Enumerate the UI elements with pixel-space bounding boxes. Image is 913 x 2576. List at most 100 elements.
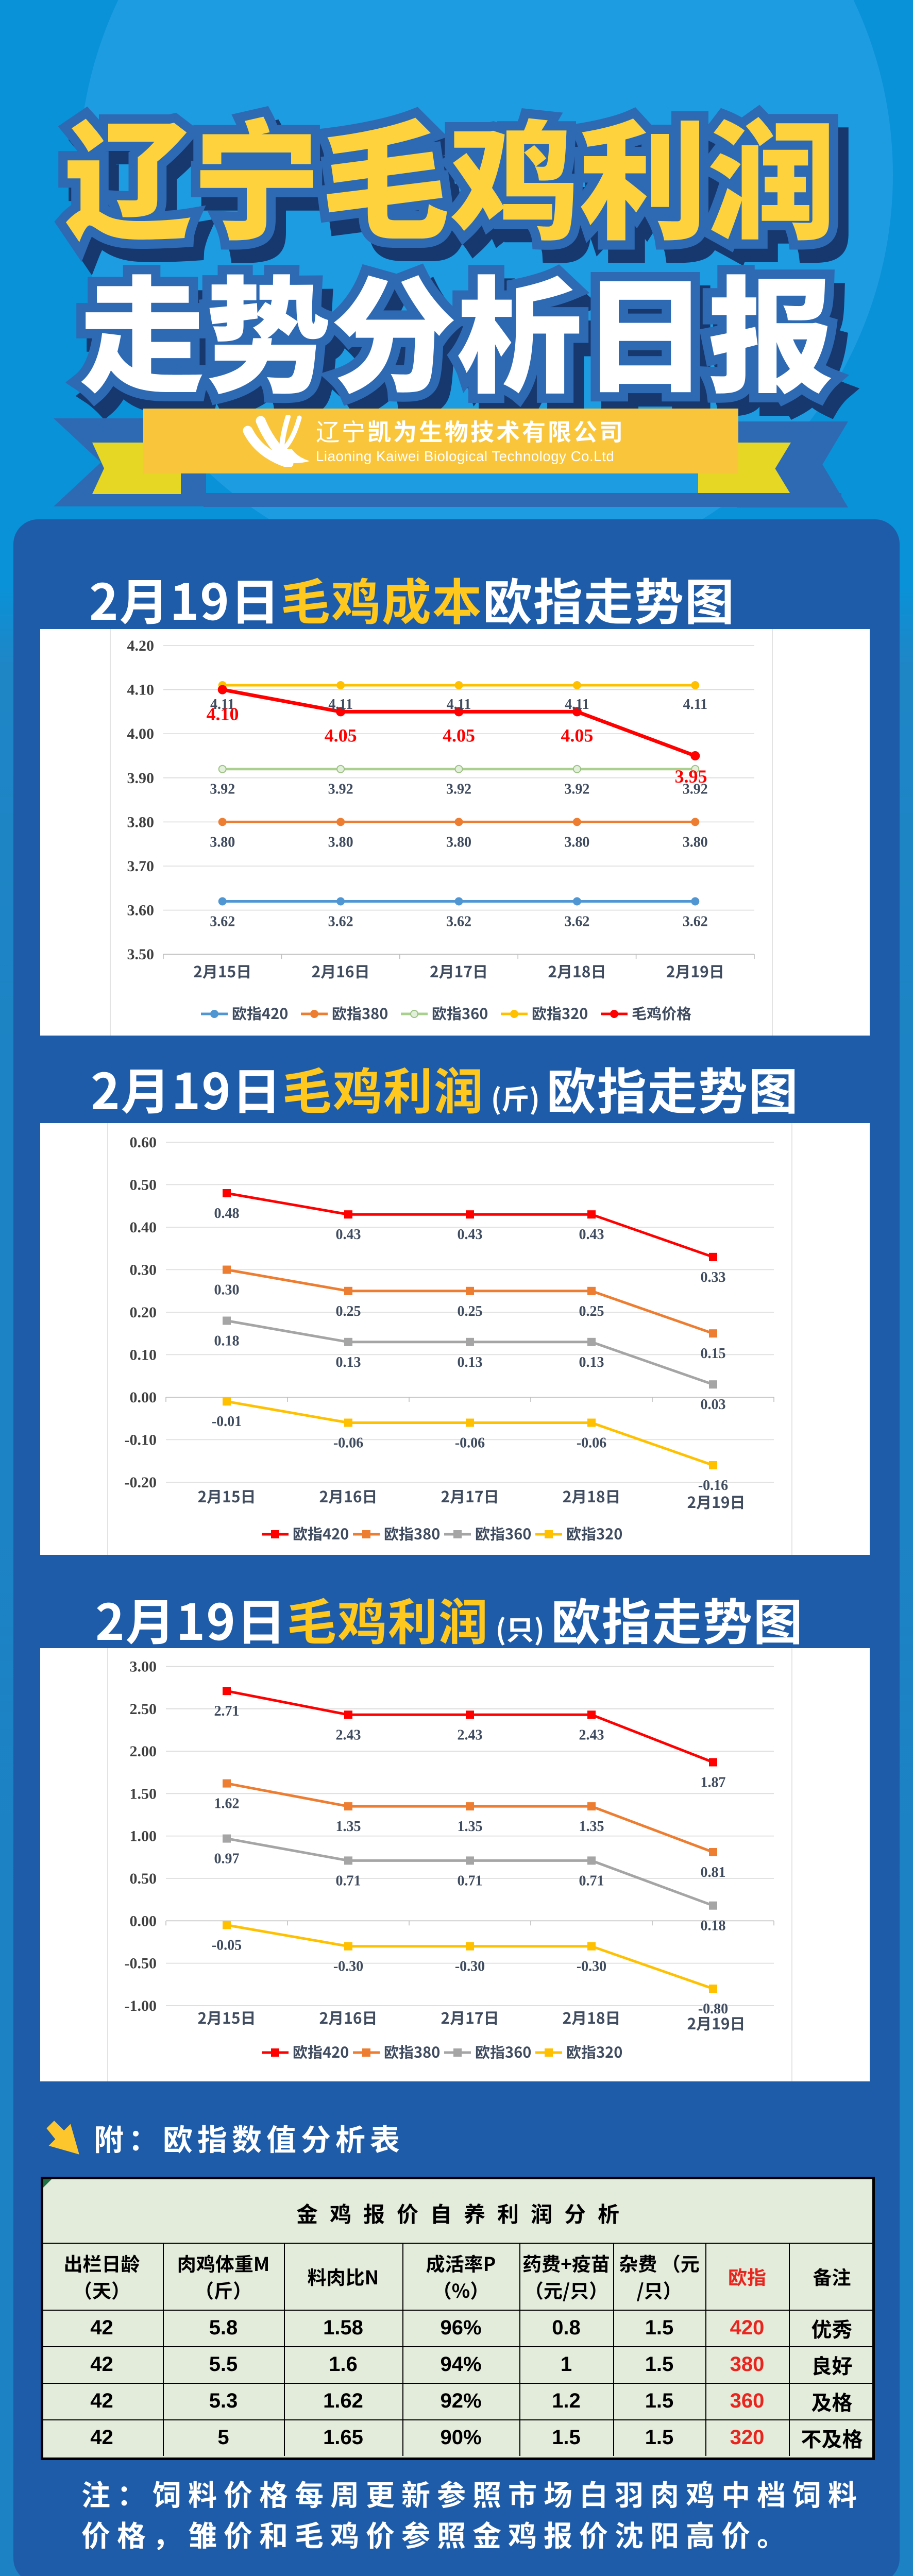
svg-text:4.11: 4.11 — [447, 697, 471, 713]
svg-text:3.80: 3.80 — [127, 814, 155, 831]
svg-text:欧指360: 欧指360 — [432, 1002, 488, 1024]
svg-text:0.50: 0.50 — [130, 1177, 157, 1194]
svg-text:2月15日: 2月15日 — [197, 2006, 256, 2028]
svg-text:4.05: 4.05 — [325, 725, 357, 745]
svg-text:欧指380: 欧指380 — [332, 1002, 388, 1024]
svg-text:0.43: 0.43 — [458, 1227, 483, 1243]
svg-text:3.60: 3.60 — [127, 902, 155, 919]
svg-text:1.35: 1.35 — [458, 1819, 483, 1835]
svg-text:2.00: 2.00 — [130, 1743, 157, 1760]
svg-text:欧指360: 欧指360 — [475, 2041, 531, 2062]
svg-text:3.62: 3.62 — [446, 914, 471, 930]
svg-text:2.71: 2.71 — [214, 1703, 240, 1719]
svg-text:1.62: 1.62 — [214, 1796, 240, 1812]
svg-text:0.18: 0.18 — [214, 1333, 240, 1349]
svg-text:2.50: 2.50 — [130, 1701, 157, 1718]
svg-text:3.62: 3.62 — [328, 914, 353, 930]
svg-text:2月19日: 2月19日 — [666, 959, 724, 982]
svg-text:2月18日: 2月18日 — [562, 2006, 620, 2028]
svg-text:0.71: 0.71 — [336, 1873, 361, 1889]
svg-text:3.92: 3.92 — [210, 782, 235, 798]
svg-text:2月19日: 2月19日 — [687, 2011, 745, 2034]
svg-text:-0.01: -0.01 — [212, 1414, 242, 1430]
svg-text:3.92: 3.92 — [446, 782, 471, 798]
svg-text:2月17日: 2月17日 — [441, 2006, 499, 2028]
svg-text:0.10: 0.10 — [130, 1347, 157, 1364]
svg-text:0.50: 0.50 — [130, 1870, 157, 1887]
svg-text:2月16日: 2月16日 — [312, 959, 370, 982]
svg-text:3.80: 3.80 — [446, 834, 471, 850]
svg-text:欧指380: 欧指380 — [384, 1522, 440, 1544]
svg-text:3.90: 3.90 — [127, 770, 155, 787]
svg-text:1.35: 1.35 — [579, 1819, 604, 1835]
svg-text:3.62: 3.62 — [210, 914, 235, 930]
svg-text:-0.10: -0.10 — [125, 1432, 157, 1449]
svg-text:1.00: 1.00 — [130, 1828, 157, 1845]
svg-text:0.25: 0.25 — [336, 1303, 361, 1319]
svg-text:3.95: 3.95 — [675, 766, 707, 787]
svg-text:0.71: 0.71 — [579, 1873, 604, 1889]
svg-text:-0.16: -0.16 — [698, 1478, 728, 1494]
svg-text:-0.80: -0.80 — [698, 2001, 728, 2017]
svg-text:0.00: 0.00 — [130, 1912, 157, 1929]
svg-text:2月17日: 2月17日 — [430, 959, 488, 982]
svg-text:0.30: 0.30 — [214, 1282, 240, 1298]
svg-text:1.35: 1.35 — [336, 1819, 361, 1835]
svg-text:-0.06: -0.06 — [333, 1435, 363, 1451]
svg-text:2月15日: 2月15日 — [193, 959, 251, 982]
svg-text:欧指320: 欧指320 — [566, 2041, 622, 2062]
svg-text:-0.06: -0.06 — [577, 1435, 606, 1451]
svg-text:2月17日: 2月17日 — [441, 1484, 499, 1507]
svg-text:0.00: 0.00 — [130, 1389, 157, 1406]
svg-text:-0.06: -0.06 — [455, 1435, 485, 1451]
svg-text:4.00: 4.00 — [127, 725, 155, 742]
svg-text:2月16日: 2月16日 — [319, 2006, 377, 2028]
svg-text:3.92: 3.92 — [683, 782, 708, 798]
svg-text:4.05: 4.05 — [443, 725, 475, 745]
svg-text:4.11: 4.11 — [683, 697, 707, 713]
svg-text:0.18: 0.18 — [701, 1918, 726, 1934]
svg-text:0.30: 0.30 — [130, 1262, 157, 1279]
svg-text:3.80: 3.80 — [328, 834, 353, 850]
svg-text:0.25: 0.25 — [458, 1303, 483, 1319]
svg-text:欧指420: 欧指420 — [293, 1522, 349, 1544]
svg-text:-0.30: -0.30 — [577, 1959, 606, 1975]
svg-text:3.00: 3.00 — [130, 1658, 157, 1675]
svg-text:3.92: 3.92 — [328, 782, 353, 798]
svg-text:4.20: 4.20 — [127, 637, 155, 654]
svg-text:欧指420: 欧指420 — [293, 2041, 349, 2062]
svg-text:0.13: 0.13 — [579, 1354, 604, 1370]
svg-text:0.15: 0.15 — [701, 1346, 726, 1362]
svg-text:-0.30: -0.30 — [455, 1959, 485, 1975]
svg-text:欧指360: 欧指360 — [475, 1522, 531, 1544]
svg-text:-1.00: -1.00 — [125, 1997, 157, 2014]
svg-text:3.50: 3.50 — [127, 946, 155, 963]
svg-text:0.03: 0.03 — [701, 1397, 726, 1413]
svg-text:2月19日: 2月19日 — [687, 1490, 745, 1513]
svg-text:3.80: 3.80 — [683, 834, 708, 850]
svg-text:3.80: 3.80 — [210, 834, 235, 850]
svg-text:3.70: 3.70 — [127, 858, 155, 875]
svg-text:2.43: 2.43 — [579, 1727, 604, 1743]
svg-text:4.11: 4.11 — [565, 697, 589, 713]
svg-text:-0.30: -0.30 — [333, 1959, 363, 1975]
svg-text:0.48: 0.48 — [214, 1206, 240, 1222]
svg-text:-0.50: -0.50 — [125, 1955, 157, 1972]
svg-text:0.13: 0.13 — [336, 1354, 361, 1370]
svg-text:0.43: 0.43 — [336, 1227, 361, 1243]
svg-text:2.43: 2.43 — [458, 1727, 483, 1743]
svg-text:1.87: 1.87 — [701, 1775, 726, 1791]
svg-text:3.80: 3.80 — [564, 834, 589, 850]
svg-text:欧指320: 欧指320 — [532, 1002, 588, 1024]
svg-text:毛鸡价格: 毛鸡价格 — [632, 1002, 691, 1024]
svg-text:-0.05: -0.05 — [212, 1938, 242, 1954]
svg-text:0.71: 0.71 — [458, 1873, 483, 1889]
svg-text:3.92: 3.92 — [564, 782, 589, 798]
svg-text:0.20: 0.20 — [130, 1304, 157, 1321]
svg-text:0.40: 0.40 — [130, 1219, 157, 1236]
svg-text:2月16日: 2月16日 — [319, 1484, 377, 1507]
svg-text:欧指420: 欧指420 — [232, 1002, 288, 1024]
svg-text:0.81: 0.81 — [701, 1865, 726, 1880]
svg-text:2月15日: 2月15日 — [197, 1484, 256, 1507]
svg-text:1.50: 1.50 — [130, 1785, 157, 1802]
